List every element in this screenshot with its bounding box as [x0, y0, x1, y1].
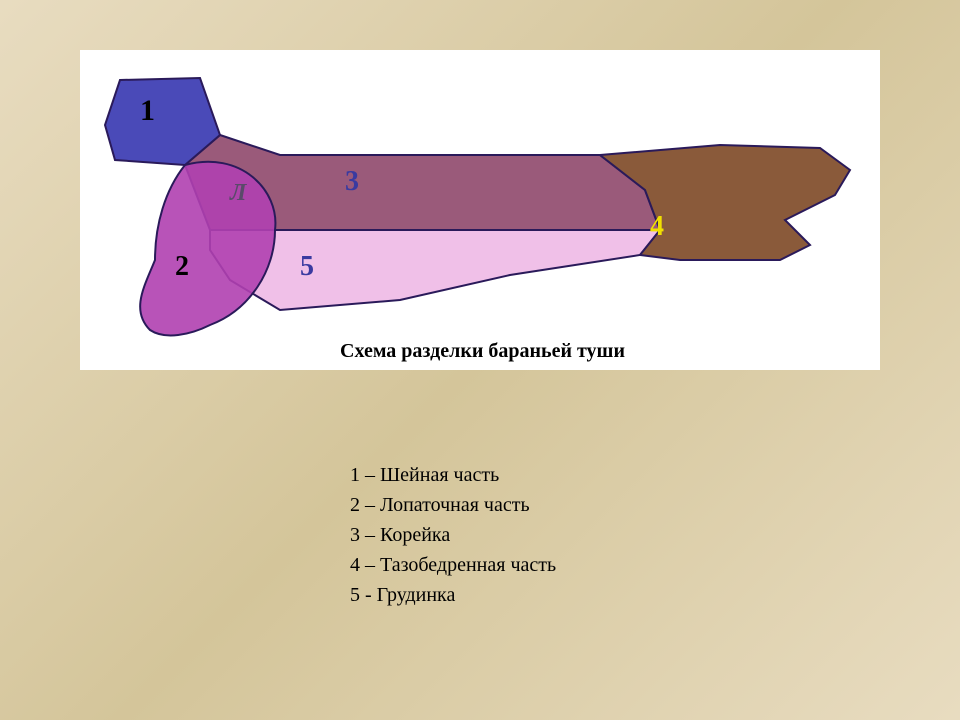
label-3: 3 [345, 166, 359, 197]
italic-marker: Л [229, 180, 248, 206]
diagram-caption: Схема разделки бараньей туши [340, 340, 625, 363]
region-belly [210, 230, 660, 310]
legend: 1 – Шейная часть 2 – Лопаточная часть 3 … [350, 460, 556, 610]
label-2: 2 [175, 251, 189, 282]
legend-item: 1 – Шейная часть [350, 460, 556, 490]
label-4: 4 [650, 211, 664, 242]
legend-item: 5 - Грудинка [350, 580, 556, 610]
legend-item: 3 – Корейка [350, 520, 556, 550]
legend-item: 2 – Лопаточная часть [350, 490, 556, 520]
diagram-panel: Л 1 2 3 4 5 Схема разделки бараньей туши [80, 50, 880, 370]
label-1: 1 [140, 94, 155, 127]
legend-item: 4 – Тазобедренная часть [350, 550, 556, 580]
carcass-diagram: Л 1 2 3 4 5 [80, 50, 880, 370]
region-shoulder [140, 162, 275, 336]
label-5: 5 [300, 251, 314, 282]
